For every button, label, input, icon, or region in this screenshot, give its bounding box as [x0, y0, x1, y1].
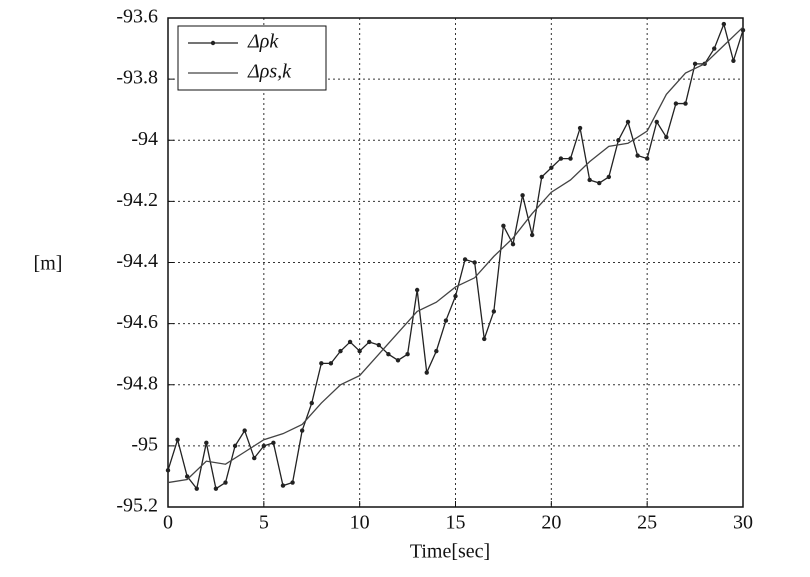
data-point	[616, 138, 621, 143]
data-point	[194, 486, 199, 491]
data-point	[635, 153, 640, 158]
data-point	[462, 257, 468, 262]
data-point	[165, 468, 171, 473]
data-point	[376, 342, 382, 348]
data-point	[443, 318, 449, 323]
data-point	[184, 474, 190, 479]
x-tick-label: 0	[163, 512, 173, 534]
legend-marker	[210, 40, 216, 46]
data-point	[606, 174, 612, 180]
y-tick-label: -94.4	[116, 250, 158, 272]
data-point	[577, 125, 583, 131]
data-point	[328, 361, 334, 366]
data-point	[252, 455, 257, 461]
y-tick-label: -94.8	[116, 372, 158, 394]
x-tick-label: 20	[541, 512, 561, 534]
data-point	[549, 165, 554, 170]
data-point	[482, 336, 487, 342]
data-point	[223, 480, 228, 485]
data-point	[319, 361, 324, 366]
plot-frame	[167, 17, 744, 508]
data-point	[597, 180, 602, 186]
x-tick-label: 15	[446, 512, 466, 534]
data-point	[529, 232, 535, 238]
data-point	[568, 156, 573, 161]
data-point	[299, 428, 305, 433]
data-point	[271, 440, 276, 446]
x-axis-label: Time[sec]	[410, 541, 490, 563]
data-point	[692, 61, 698, 67]
data-point	[625, 119, 631, 125]
data-point	[175, 437, 180, 442]
data-point	[280, 483, 286, 488]
data-point	[539, 174, 544, 180]
data-point	[510, 241, 516, 247]
data-point	[232, 443, 238, 449]
data-point	[395, 358, 401, 363]
data-point	[424, 370, 429, 375]
x-tick-label: 30	[733, 512, 753, 534]
data-point	[309, 400, 314, 406]
data-point	[367, 339, 372, 345]
legend-box	[177, 25, 327, 91]
x-tick-label: 10	[350, 512, 370, 534]
y-tick-label: -94.6	[116, 311, 158, 333]
data-point	[414, 287, 420, 293]
data-point	[587, 177, 592, 183]
x-tick-label: 25	[637, 512, 657, 534]
data-point	[472, 260, 477, 265]
y-tick-label: -95.2	[116, 495, 158, 517]
y-tick-label: -94.2	[116, 189, 158, 211]
data-point	[520, 193, 525, 198]
data-point	[644, 156, 650, 161]
data-point	[338, 348, 343, 354]
y-tick-label: -95	[131, 433, 158, 455]
data-point	[453, 293, 458, 299]
data-point	[434, 348, 439, 354]
data-point	[290, 480, 295, 485]
y-tick-label: -93.6	[116, 6, 158, 28]
series-line	[167, 26, 744, 484]
data-point	[501, 223, 506, 229]
data-point	[664, 134, 669, 140]
data-point	[491, 309, 497, 314]
data-point	[683, 101, 688, 106]
data-point	[673, 101, 679, 106]
data-point	[213, 486, 219, 491]
data-point	[740, 28, 746, 33]
data-point	[712, 46, 717, 51]
data-point	[405, 351, 410, 357]
data-point	[204, 440, 209, 446]
legend-label: Δρk	[247, 31, 279, 53]
data-point	[386, 351, 391, 357]
data-point	[242, 428, 247, 433]
data-point	[347, 339, 353, 345]
data-point	[357, 348, 362, 354]
data-point	[558, 156, 564, 161]
data-point	[721, 21, 727, 27]
x-tick-label: 5	[259, 512, 269, 534]
y-axis-label: [m]	[34, 253, 63, 275]
y-tick-label: -94	[131, 128, 158, 150]
legend-label: Δρs,k	[247, 61, 292, 83]
data-point	[654, 119, 659, 125]
data-point	[731, 58, 736, 63]
data-point	[261, 443, 267, 449]
y-tick-label: -93.8	[116, 67, 158, 89]
